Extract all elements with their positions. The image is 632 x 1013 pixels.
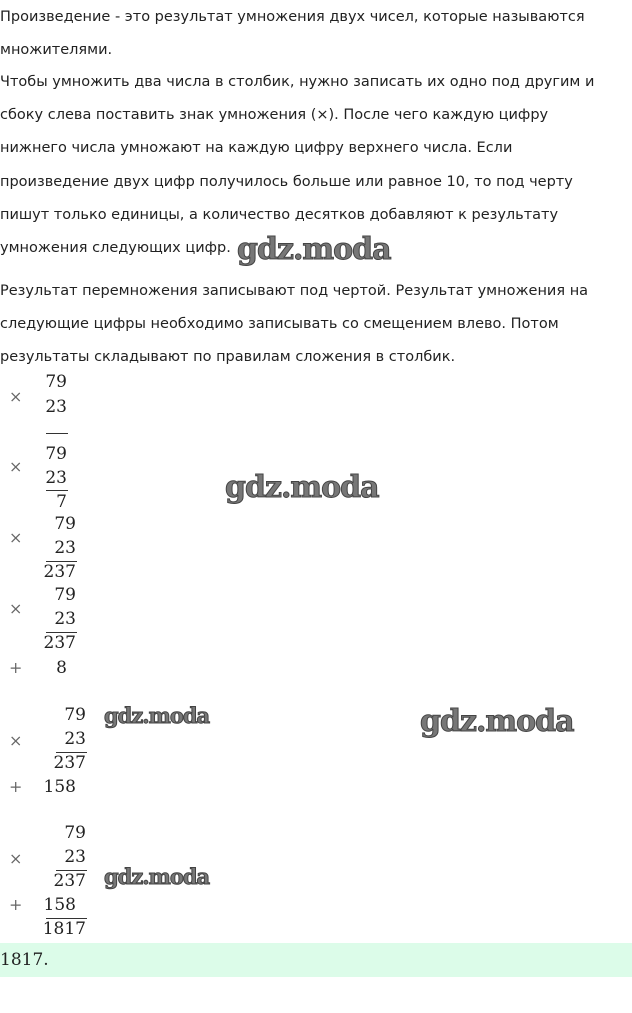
watermark: gdz.moda xyxy=(103,703,210,729)
divider-line xyxy=(46,490,68,491)
multiplicand: 79 xyxy=(45,372,67,392)
text-line: произведение двух цифр получилось больше… xyxy=(0,174,573,190)
partial-product: 158 xyxy=(43,777,76,797)
times-sign: × xyxy=(9,457,23,476)
divider-line xyxy=(46,561,77,562)
text-line: следующие цифры необходимо записывать со… xyxy=(0,316,559,332)
watermark: gdz.moda xyxy=(420,704,576,740)
multiplier: 23 xyxy=(45,468,67,488)
divider-line xyxy=(56,752,87,753)
times-sign: × xyxy=(9,849,23,868)
multiplier: 23 xyxy=(64,847,86,867)
divider-line xyxy=(46,433,68,434)
text-line: Результат перемножения записывают под че… xyxy=(0,283,589,299)
text-line: множителями. xyxy=(0,42,113,58)
divider-line xyxy=(46,632,77,633)
text-line: умножения следующих цифр. xyxy=(0,240,231,256)
partial-digit: 8 xyxy=(56,658,67,678)
multiplier: 23 xyxy=(45,397,67,417)
watermark: gdz.moda xyxy=(225,470,381,506)
partial-product: 158 xyxy=(43,895,76,915)
text-line: нижнего числа умножают на каждую цифру в… xyxy=(0,140,513,156)
multiplier: 23 xyxy=(54,538,76,558)
plus-sign: + xyxy=(9,658,23,677)
plus-sign: + xyxy=(9,895,23,914)
multiplier: 23 xyxy=(64,729,86,749)
text-line: результаты складывают по правилам сложен… xyxy=(0,349,456,365)
times-sign: × xyxy=(9,528,23,547)
watermark: gdz.moda xyxy=(103,864,210,890)
multiplicand: 79 xyxy=(64,823,86,843)
text-line: сбоку слева поставить знак умножения (×)… xyxy=(0,107,549,123)
multiplier: 23 xyxy=(54,609,76,629)
partial-product: 237 xyxy=(53,871,86,891)
partial-product: 237 xyxy=(43,562,76,582)
text-line: Произведение - это результат умножения д… xyxy=(0,9,585,25)
divider-line xyxy=(56,870,87,871)
partial-product: 237 xyxy=(43,633,76,653)
divider-line xyxy=(46,918,87,919)
partial-product: 237 xyxy=(53,753,86,773)
multiplicand: 79 xyxy=(54,514,76,534)
text-line: Чтобы умножить два числа в столбик, нужн… xyxy=(0,74,595,90)
multiplicand: 79 xyxy=(54,585,76,605)
plus-sign: + xyxy=(9,777,23,796)
answer-text: 1817. xyxy=(0,950,49,970)
multiplicand: 79 xyxy=(64,705,86,725)
multiplicand: 79 xyxy=(45,444,67,464)
times-sign: × xyxy=(9,599,23,618)
text-line: пишут только единицы, а количество десят… xyxy=(0,207,559,223)
watermark: gdz.moda xyxy=(237,232,393,268)
times-sign: × xyxy=(9,387,23,406)
times-sign: × xyxy=(9,731,23,750)
partial-digit: 7 xyxy=(56,492,67,512)
answer-box: 1817. xyxy=(0,943,632,977)
total-product: 1817 xyxy=(42,919,86,939)
